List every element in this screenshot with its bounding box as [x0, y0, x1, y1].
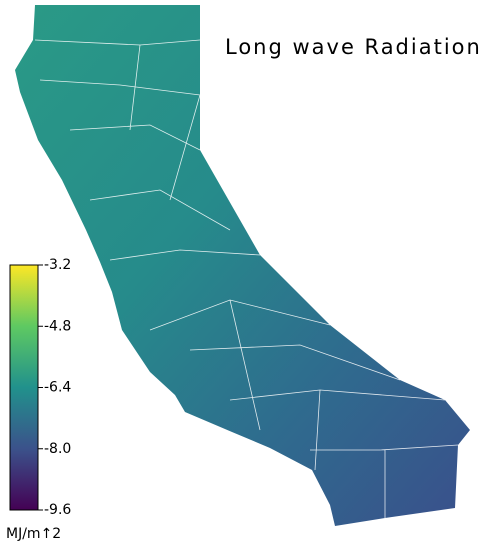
colorbar-unit: MJ/m↑2 — [6, 526, 61, 542]
county-lines — [34, 39, 459, 518]
colorbar — [9, 264, 39, 511]
colorbar-tick-label: -9.6 — [44, 502, 71, 518]
california-shape — [15, 5, 470, 526]
map-title: Long wave Radiation — [225, 35, 482, 59]
colorbar-tick-label: -8.0 — [44, 441, 71, 457]
colorbar-tick-label: -6.4 — [44, 380, 71, 396]
colorbar-tick-label: -4.8 — [44, 318, 71, 334]
colorbar-tick-label: -3.2 — [44, 257, 71, 273]
